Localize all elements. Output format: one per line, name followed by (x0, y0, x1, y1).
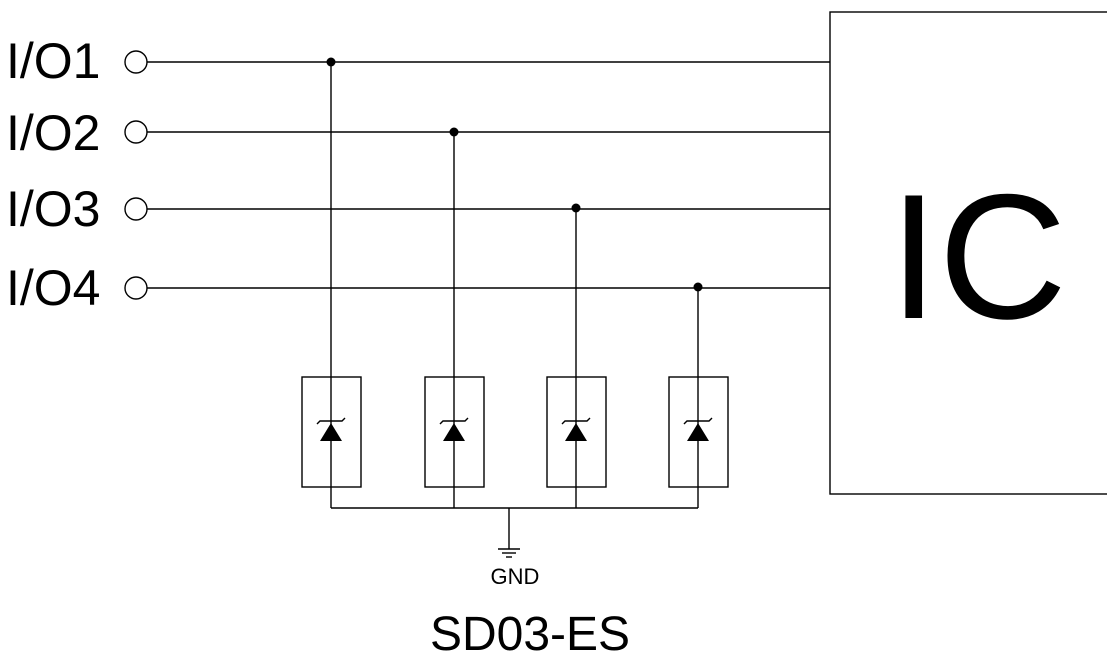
ground-icon (498, 548, 520, 558)
part-number-label: SD03-ES (430, 608, 630, 658)
diode-cathode-bar-4 (683, 417, 713, 425)
diode-package-1 (301, 376, 362, 488)
tvs-diode-4 (668, 287, 729, 508)
io-line-1: I/O1 (6, 33, 830, 89)
tvs-diode-1 (301, 62, 362, 508)
io-pin-terminal-1 (124, 50, 148, 74)
tvs-diode-2 (424, 132, 485, 508)
io-line-2: I/O2 (6, 105, 830, 161)
io-pin-terminal-2 (124, 120, 148, 144)
io-line-4: I/O4 (6, 260, 830, 316)
io-pin-label-3: I/O3 (6, 181, 100, 237)
io-line-3: I/O3 (6, 181, 830, 237)
diode-triangle-3 (565, 423, 587, 441)
ic-box (829, 11, 1107, 495)
diode-triangle-2 (443, 423, 465, 441)
io-pin-terminal-4 (124, 276, 148, 300)
diode-triangle-1 (320, 423, 342, 441)
ic-label: IC (889, 157, 1067, 356)
diode-cathode-bar-1 (316, 417, 346, 425)
io-pin-label-1: I/O1 (6, 33, 100, 89)
gnd-label: GND (491, 564, 540, 589)
diode-cathode-bar-2 (439, 417, 469, 425)
diode-cathode-bar-3 (561, 417, 591, 425)
tvs-diode-3 (546, 208, 607, 508)
diode-package-2 (424, 376, 485, 488)
io-pin-terminal-3 (124, 197, 148, 221)
diode-triangle-4 (687, 423, 709, 441)
io-pin-label-4: I/O4 (6, 260, 100, 316)
diode-package-3 (546, 376, 607, 488)
diode-package-4 (668, 376, 729, 488)
io-pin-label-2: I/O2 (6, 105, 100, 161)
